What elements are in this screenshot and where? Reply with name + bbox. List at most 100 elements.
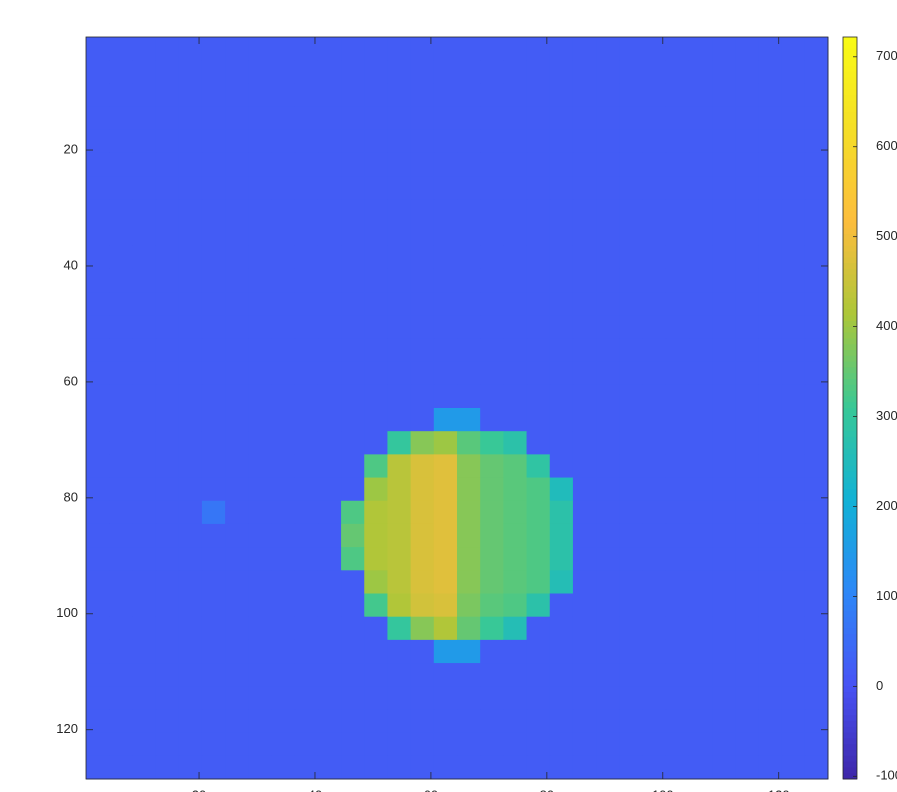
heatmap-cell (619, 106, 643, 131)
heatmap-cell (201, 755, 226, 780)
colorbar-band (843, 263, 857, 270)
heatmap-cell (132, 129, 157, 154)
heatmap-cell (619, 292, 643, 316)
heatmap-cell (248, 408, 272, 432)
heatmap-cell (526, 500, 551, 525)
heatmap-cell (433, 663, 458, 687)
heatmap-cell (201, 431, 226, 455)
heatmap-cell (248, 639, 272, 664)
heatmap-cell (433, 639, 458, 664)
heatmap-cell (781, 639, 806, 664)
heatmap-cell (457, 686, 481, 710)
heatmap-cell (503, 755, 528, 780)
heatmap-cell (619, 338, 643, 363)
heatmap-cell (457, 500, 481, 525)
heatmap-cell (712, 315, 736, 339)
heatmap-cell (804, 523, 829, 548)
heatmap-cell (572, 222, 597, 247)
heatmap-cell (526, 338, 551, 363)
heatmap-cell (178, 477, 203, 502)
heatmap-cell (804, 384, 829, 409)
heatmap-cell (619, 477, 643, 502)
heatmap-cell (503, 408, 528, 432)
heatmap-cell (364, 60, 388, 84)
colorbar-band (843, 500, 857, 508)
heatmap-cell (132, 408, 157, 432)
heatmap-cell (642, 83, 667, 108)
heatmap-cell (341, 431, 365, 455)
heatmap-cell (549, 663, 574, 687)
heatmap-cell (178, 454, 203, 479)
heatmap-cell (317, 755, 342, 780)
heatmap-cell (503, 222, 528, 247)
heatmap-cell (201, 268, 226, 293)
heatmap-cell (526, 152, 551, 177)
heatmap-cell (526, 60, 551, 84)
heatmap-cell (712, 593, 736, 618)
heatmap-cell (341, 500, 365, 525)
heatmap-cell (619, 83, 643, 108)
heatmap-cell (178, 663, 203, 687)
heatmap-cell (271, 129, 296, 154)
heatmap-cell (804, 547, 829, 571)
heatmap-cell (364, 222, 388, 247)
heatmap-cell (364, 408, 388, 432)
heatmap-cell (387, 732, 412, 757)
heatmap-cell (758, 500, 783, 525)
heatmap-cell (712, 245, 736, 270)
heatmap-cell (596, 315, 620, 339)
colorbar-band (843, 384, 857, 392)
heatmap-cell (294, 709, 319, 734)
heatmap-cell (317, 83, 342, 108)
heatmap-cell (433, 83, 458, 108)
heatmap-cell (294, 292, 319, 316)
heatmap-cell (433, 37, 458, 61)
y-tick-label: 120 (56, 721, 78, 736)
heatmap-cell (433, 408, 458, 432)
heatmap-cell (503, 639, 528, 664)
heatmap-cell (387, 338, 412, 363)
heatmap-cell (781, 408, 806, 432)
colorbar-band (843, 506, 857, 513)
heatmap-cell (317, 199, 342, 223)
colorbar-band (843, 205, 857, 212)
colorbar-band (843, 622, 857, 629)
heatmap-cell (688, 245, 713, 270)
heatmap-cell (271, 570, 296, 594)
heatmap-cell (804, 222, 829, 247)
heatmap-cell (642, 292, 667, 316)
heatmap-cell (86, 408, 110, 432)
heatmap-cell (781, 755, 806, 780)
heatmap-cell (642, 152, 667, 177)
heatmap-cell (109, 755, 133, 780)
heatmap-cell (86, 106, 110, 131)
heatmap-cell (572, 152, 597, 177)
heatmap-cell (688, 83, 713, 108)
heatmap-cell (665, 616, 690, 641)
heatmap-cell (109, 199, 133, 223)
heatmap-cell (341, 454, 365, 479)
heatmap-cell (317, 570, 342, 594)
heatmap-cell (201, 616, 226, 641)
heatmap-cell (480, 686, 504, 710)
heatmap-cell (572, 431, 597, 455)
heatmap-cell (688, 315, 713, 339)
heatmap-cell (341, 245, 365, 270)
heatmap-cell (410, 384, 435, 409)
heatmap-cell (758, 152, 783, 177)
colorbar-band (843, 744, 857, 751)
heatmap-cell (642, 616, 667, 641)
heatmap-cell (642, 454, 667, 479)
heatmap-cell (642, 639, 667, 664)
heatmap-cell (178, 152, 203, 177)
heatmap-cell (225, 384, 249, 409)
heatmap-cell (410, 523, 435, 548)
heatmap-cell (642, 199, 667, 223)
heatmap-cell (457, 477, 481, 502)
heatmap-cell (572, 245, 597, 270)
heatmap-cell (248, 268, 272, 293)
colorbar-band (843, 338, 857, 345)
heatmap-cell (572, 199, 597, 223)
heatmap-cell (804, 37, 829, 61)
heatmap-cell (410, 129, 435, 154)
